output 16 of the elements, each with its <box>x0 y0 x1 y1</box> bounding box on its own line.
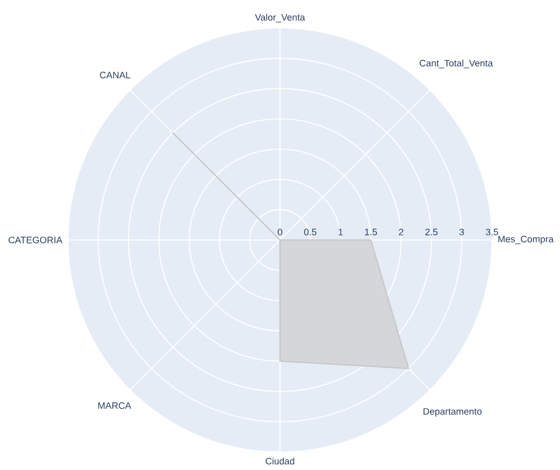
y-tick-label: 2.5 <box>425 228 438 236</box>
y-tick-label: 3.5 <box>486 228 498 236</box>
y-tick-label: 1 <box>338 228 343 236</box>
y-tick-label: 0.5 <box>304 228 316 236</box>
spoke-label: Ciudad <box>266 458 294 465</box>
y-tick-label: 1.5 <box>365 228 377 236</box>
spoke-label: CATEGORIA <box>8 236 62 244</box>
y-tick-label: 2 <box>399 228 404 236</box>
spoke-label: Mes_Compra <box>498 236 554 244</box>
spoke-label: Valor_Venta <box>254 14 306 23</box>
spoke-label: Cant_Total_Venta <box>420 60 493 68</box>
spoke-label: MARCA <box>98 402 132 409</box>
y-tick-label: 0 <box>278 228 282 236</box>
y-tick-label: 3 <box>459 228 464 236</box>
spoke-label: Departamento <box>424 408 482 417</box>
spoke-label: CANAL <box>100 72 130 78</box>
